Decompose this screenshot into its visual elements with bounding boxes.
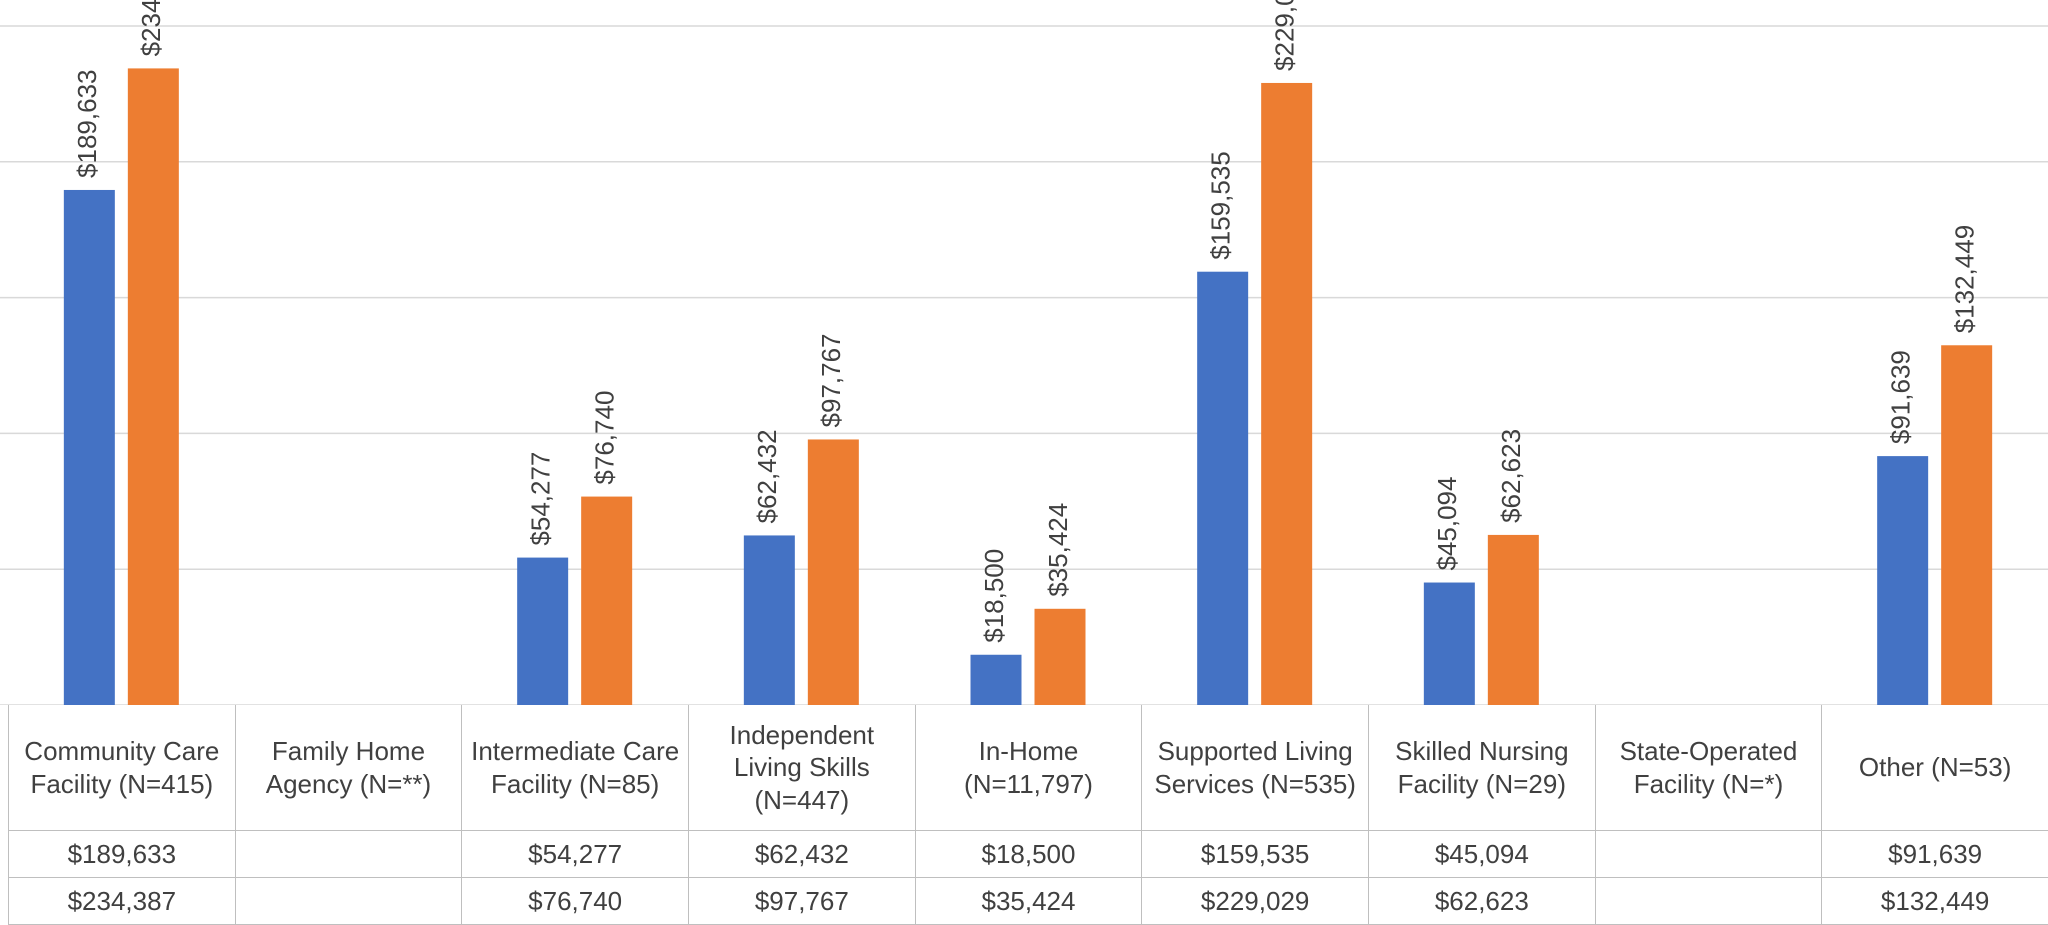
bar — [1877, 456, 1929, 705]
bar — [1941, 345, 1993, 705]
data-label: $229,029 — [1270, 0, 1300, 71]
category-header: Community Care Facility (N=415) — [8, 705, 235, 831]
bar — [517, 557, 569, 705]
bar — [970, 654, 1022, 705]
data-label: $189,633 — [72, 70, 102, 178]
data-label: $35,424 — [1043, 503, 1073, 597]
data-label: $45,094 — [1432, 477, 1462, 571]
bar — [1197, 271, 1249, 705]
category-header: Intermediate Care Facility (N=85) — [461, 705, 688, 831]
data-label: $159,535 — [1206, 151, 1236, 259]
bar — [127, 68, 179, 705]
data-label: $132,449 — [1950, 225, 1980, 333]
data-label: $62,623 — [1496, 429, 1526, 523]
table-value: $159,535 — [1141, 831, 1368, 878]
data-label: $54,277 — [526, 452, 556, 546]
bar — [1423, 582, 1475, 705]
bar — [1034, 608, 1086, 705]
data-label: $76,740 — [590, 391, 620, 485]
table-value: $91,639 — [1821, 831, 2048, 878]
category-header: In-Home (N=11,797) — [914, 705, 1142, 831]
data-label: $97,767 — [816, 333, 846, 427]
table-value: $234,387 — [8, 878, 235, 925]
table-value: $18,500 — [914, 831, 1142, 878]
table-value: $189,633 — [8, 831, 235, 878]
bar — [581, 496, 633, 705]
table-value: $54,277 — [461, 831, 688, 878]
data-label: $91,639 — [1886, 350, 1916, 444]
table-value — [1594, 878, 1822, 925]
bar — [1261, 82, 1313, 705]
category-header: Other (N=53) — [1821, 705, 2048, 831]
category-header: State-Operated Facility (N=*) — [1594, 705, 1822, 831]
category-header: Independent Living Skills (N=447) — [688, 705, 915, 831]
table-value: $62,432 — [688, 831, 915, 878]
table-value: $62,623 — [1368, 878, 1595, 925]
data-label: $234,387 — [136, 0, 166, 56]
table-value — [1594, 831, 1822, 878]
bar — [743, 535, 795, 705]
category-header: Skilled Nursing Facility (N=29) — [1368, 705, 1595, 831]
bar — [807, 439, 859, 705]
data-label: $62,432 — [752, 429, 782, 523]
table-value: $35,424 — [914, 878, 1142, 925]
table-value: $76,740 — [461, 878, 688, 925]
table-value: $97,767 — [688, 878, 915, 925]
table-value: $132,449 — [1821, 878, 2048, 925]
category-header: Family Home Agency (N=**) — [234, 705, 462, 831]
bar — [1487, 534, 1539, 705]
table-value — [234, 831, 462, 878]
table-value: $45,094 — [1368, 831, 1595, 878]
table-value: $229,029 — [1141, 878, 1368, 925]
bar — [63, 189, 115, 705]
table-value — [234, 878, 462, 925]
data-label: $18,500 — [979, 549, 1009, 643]
chart: $189,633 $54,277 $62,432 $18,500 $159,535 $45… — [0, 0, 2048, 705]
category-header: Supported Living Services (N=535) — [1141, 705, 1368, 831]
